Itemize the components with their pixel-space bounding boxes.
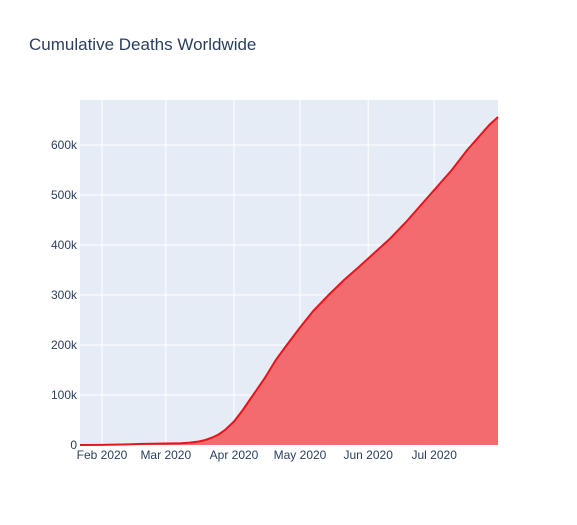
chart-title: Cumulative Deaths Worldwide xyxy=(29,35,256,54)
y-tick-label: 500k xyxy=(51,188,78,202)
y-tick-label: 0 xyxy=(70,438,77,452)
x-tick-label: Jul 2020 xyxy=(412,448,458,462)
x-tick-label: Feb 2020 xyxy=(77,448,128,462)
x-axis: Feb 2020 Mar 2020 Apr 2020 May 2020 Jun 2020… xyxy=(77,448,458,462)
y-tick-label: 600k xyxy=(51,138,78,152)
y-tick-label: 200k xyxy=(51,338,78,352)
x-tick-label: May 2020 xyxy=(274,448,327,462)
y-tick-label: 300k xyxy=(51,288,78,302)
x-tick-label: Jun 2020 xyxy=(344,448,394,462)
y-axis: 0 100k 200k 300k 400k 500k 600k xyxy=(51,138,78,452)
x-tick-label: Mar 2020 xyxy=(140,448,191,462)
y-tick-label: 400k xyxy=(51,238,78,252)
x-tick-label: Apr 2020 xyxy=(210,448,259,462)
y-tick-label: 100k xyxy=(51,388,78,402)
